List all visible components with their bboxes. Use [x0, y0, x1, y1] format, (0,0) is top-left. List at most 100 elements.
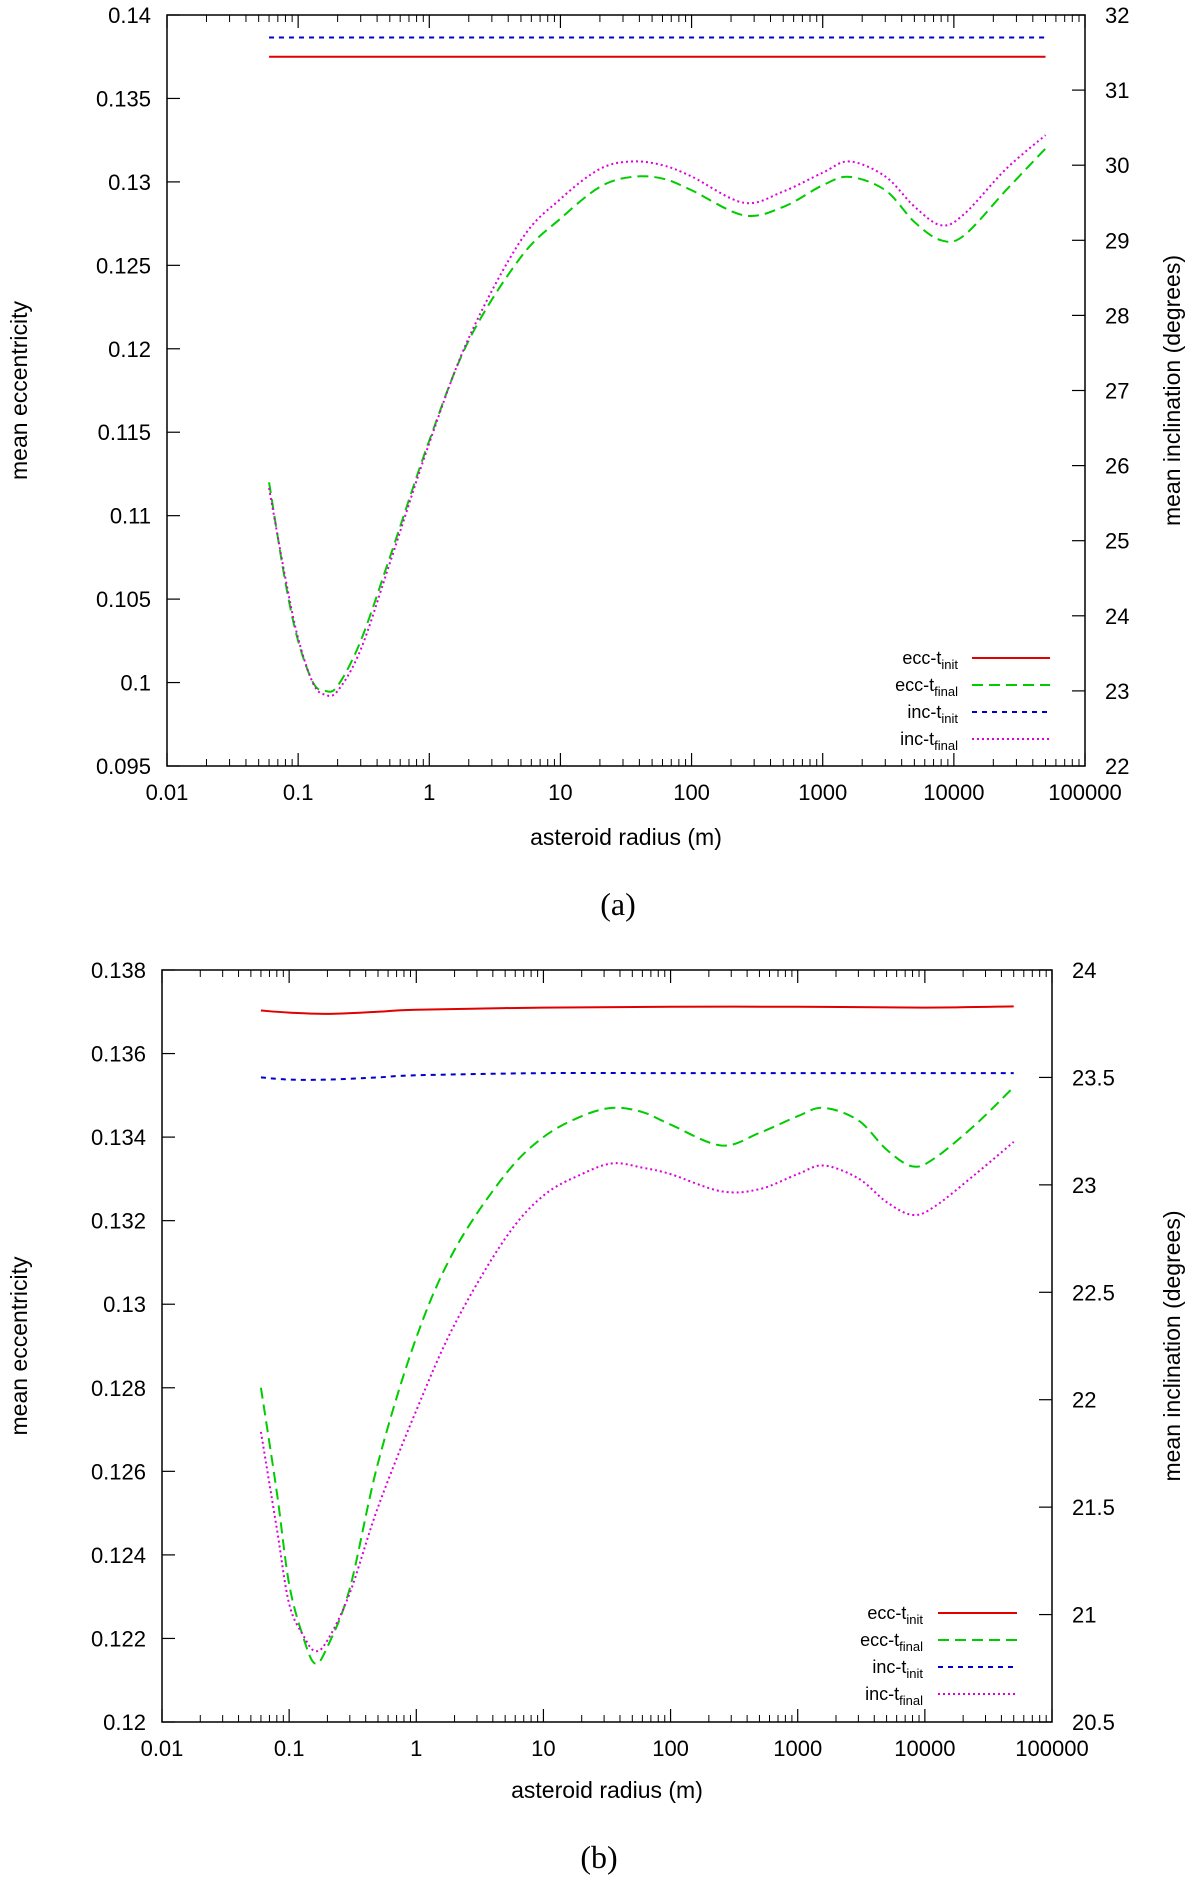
legend-label-subscript: init: [906, 1612, 923, 1627]
y2-tick-label: 24: [1105, 604, 1129, 629]
y-tick-label: 0.13: [108, 170, 151, 195]
y-tick-label: 0.122: [91, 1626, 146, 1651]
y-axis-right: 22 23 24 25 26 27 28 29 30 31 32: [1072, 3, 1129, 779]
y2-tick-label: 28: [1105, 303, 1129, 328]
legend-label-subscript: init: [941, 711, 958, 726]
x-tick-label: 0.01: [146, 780, 189, 805]
x-tick-label: 0.01: [141, 1736, 184, 1761]
legend-label: inc-tinit: [907, 702, 958, 726]
y-tick-label: 0.134: [91, 1125, 146, 1150]
x-tick-label: 100000: [1048, 780, 1121, 805]
x-tick-label: 1: [423, 780, 435, 805]
x-tick-label: 100: [652, 1736, 689, 1761]
legend-label-subscript: final: [934, 738, 958, 753]
legend-label-main: inc-t: [907, 702, 941, 722]
series-line-ecc-t-final: [268, 147, 1047, 693]
y2-tick-label: 21: [1072, 1603, 1096, 1628]
y2-tick-label: 31: [1105, 78, 1129, 103]
legend-label-main: inc-t: [872, 1657, 906, 1677]
x-tick-label: 1000: [773, 1736, 822, 1761]
legend-label: ecc-tfinal: [895, 675, 958, 699]
legend-label-subscript: final: [899, 1693, 923, 1708]
y2-tick-label: 32: [1105, 3, 1129, 28]
y-tick-label: 0.135: [96, 86, 151, 111]
y-tick-label: 0.13: [103, 1292, 146, 1317]
x-tick-label: 0.1: [283, 780, 314, 805]
x-tick-label: 10000: [894, 1736, 955, 1761]
plot-frame: [161, 969, 1053, 1723]
y-tick-label: 0.128: [91, 1376, 146, 1401]
legend-label-main: inc-t: [865, 1684, 899, 1704]
y-axis-right: 20.5 21 21.5 22 22.5 23 23.5 24: [1039, 958, 1115, 1735]
legend-label-main: ecc-t: [895, 675, 934, 695]
legend-label: inc-tinit: [872, 1657, 923, 1681]
legend-label-main: ecc-t: [860, 1630, 899, 1650]
series-group: [268, 36, 1047, 698]
y-tick-label: 0.12: [103, 1710, 146, 1735]
series-line-inc-t-init: [260, 1071, 1014, 1081]
x-tick-label: 10: [531, 1736, 555, 1761]
legend-label: inc-tfinal: [900, 729, 958, 753]
y-tick-label: 0.115: [98, 420, 151, 445]
y-tick-label: 0.14: [108, 3, 151, 28]
y-tick-label: 0.124: [91, 1543, 146, 1568]
legend-label-subscript: init: [941, 657, 958, 672]
x-tick-label: 1: [410, 1736, 422, 1761]
y-tick-label: 0.125: [96, 253, 151, 278]
x-tick-label: 10: [548, 780, 572, 805]
y2-tick-label: 29: [1105, 228, 1129, 253]
x-axis: 0.01 0.1 1 10 100 1000 10000 100000: [141, 970, 1089, 1761]
y-tick-label: 0.1: [120, 671, 151, 696]
series-line-ecc-t-init: [260, 1005, 1014, 1015]
y2-tick-label: 26: [1105, 454, 1129, 479]
y2-axis-title: mean inclination (degrees): [1159, 255, 1185, 526]
x-tick-label: 10000: [923, 780, 984, 805]
y-tick-label: 0.136: [91, 1042, 146, 1067]
x-tick-label: 0.1: [274, 1736, 305, 1761]
y2-tick-label: 23.5: [1072, 1065, 1115, 1090]
y2-tick-label: 22: [1072, 1388, 1096, 1413]
legend-label: ecc-tinit: [867, 1603, 923, 1627]
y-tick-label: 0.126: [91, 1459, 146, 1484]
y2-tick-label: 23: [1072, 1173, 1096, 1198]
x-tick-label: 100000: [1015, 1736, 1088, 1761]
series-line-ecc-t-final: [259, 1086, 1015, 1665]
y-tick-label: 0.132: [91, 1209, 146, 1234]
panel-label: (b): [580, 1839, 617, 1875]
legend-label: ecc-tinit: [902, 648, 958, 672]
y-tick-label: 0.138: [91, 958, 146, 983]
y2-axis-title: mean inclination (degrees): [1159, 1210, 1185, 1481]
x-tick-label: 1000: [798, 780, 847, 805]
y-axis-title: mean eccentricity: [6, 301, 32, 480]
y-tick-label: 0.12: [108, 337, 151, 362]
legend-label-main: inc-t: [900, 729, 934, 749]
y-axis-title: mean eccentricity: [6, 1256, 32, 1435]
x-axis-title: asteroid radius (m): [530, 824, 722, 850]
panel-a: 0.01 0.1 1 10 100 1000 10000 1000000.0950.10.10…: [6, 3, 1185, 922]
y2-tick-label: 22: [1105, 754, 1129, 779]
legend-label-main: ecc-t: [867, 1603, 906, 1623]
x-axis: 0.01 0.1 1 10 100 1000 10000 100000: [146, 15, 1122, 805]
y-axis-left: 0.095 0.1 0.105 0.11 0.115 0.12 0.125 0.13 0.135…: [96, 3, 180, 779]
y-axis-left: 0.12 0.122 0.124 0.126 0.128 0.13 0.132 0.134 0.…: [91, 958, 175, 1735]
y2-tick-label: 21.5: [1072, 1495, 1115, 1520]
y2-tick-label: 27: [1105, 379, 1129, 404]
legend-label-subscript: final: [899, 1639, 923, 1654]
x-axis-title: asteroid radius (m): [511, 1777, 703, 1803]
y-tick-label: 0.105: [96, 587, 151, 612]
series-group: [259, 1005, 1015, 1665]
y2-tick-label: 22.5: [1072, 1280, 1115, 1305]
legend-label-subscript: final: [934, 684, 958, 699]
legend-label-subscript: init: [906, 1666, 923, 1681]
y2-tick-label: 24: [1072, 958, 1096, 983]
x-tick-label: 100: [673, 780, 710, 805]
y2-tick-label: 20.5: [1072, 1710, 1115, 1735]
panel-b: 0.01 0.1 1 10 100 1000 10000 1000000.120.1220.1…: [6, 958, 1185, 1875]
y-tick-label: 0.11: [110, 504, 151, 529]
legend-label: ecc-tfinal: [860, 1630, 923, 1654]
y2-tick-label: 25: [1105, 529, 1129, 554]
legend-label-main: ecc-t: [902, 648, 941, 668]
